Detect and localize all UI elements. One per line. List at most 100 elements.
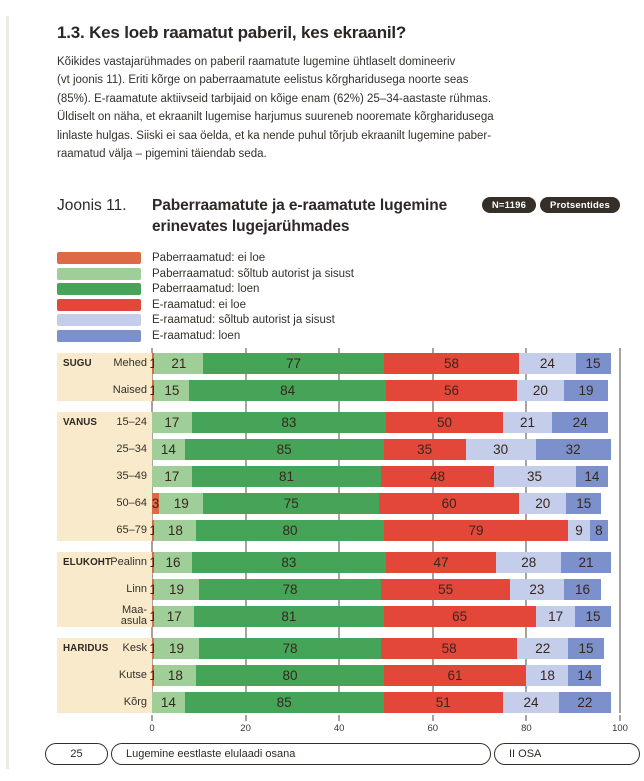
group-name: HARIDUS — [63, 642, 109, 654]
bar-segment: 51 — [383, 691, 503, 713]
row-label: Linn — [126, 582, 147, 595]
bar-segment: 55 — [381, 578, 510, 600]
bar-segment: 28 — [495, 551, 562, 573]
bar-segment: 83 — [191, 551, 386, 573]
row-label: Kõrg — [123, 695, 147, 708]
legend-item: E-raamatud: sõltub autorist ja sisust — [57, 314, 620, 327]
page-heading: 1.3. Kes loeb raamatut paberil, kes ekra… — [57, 23, 407, 42]
axis-tick-40 — [338, 714, 340, 721]
bar-segment: 30 — [465, 438, 536, 460]
bar-row: 14 85 51 24 22 — [152, 691, 620, 713]
bar-segment: 58 — [381, 637, 518, 659]
bar-segment: 3 — [152, 492, 159, 514]
bar-segment: 15 — [154, 379, 190, 401]
bar-segment: 23 — [509, 578, 564, 600]
bar-segment: 18 — [154, 664, 197, 686]
row-labels: 15–24 25–34 35–49 50–64 65–79 — [109, 412, 152, 541]
legend-item: Paberraamatud: sõltub autorist ja sisust — [57, 267, 620, 280]
bar-row: 1 19 78 58 22 15 — [149, 637, 620, 659]
bar-segment: 58 — [383, 352, 520, 374]
bar-segment: 1 — [149, 352, 157, 374]
bar-segment: 19 — [159, 492, 204, 514]
bar-segment: 24 — [519, 352, 576, 374]
bar-segment: 85 — [184, 438, 384, 460]
bar-segment: 80 — [196, 519, 384, 541]
legend-item: E-raamatud: loen — [57, 329, 620, 342]
stacked-bar-chart: SUGU Mehed Naised 1 21 77 58 24 15 1 15 84 56 20 19 VAN… — [57, 347, 628, 734]
bar-segment: 14 — [568, 664, 602, 686]
row-label: Mehed — [113, 356, 147, 369]
bar-segment: 75 — [203, 492, 379, 514]
page-footer: 25 Lugemine eestlaste elulaadi osana II … — [45, 742, 640, 765]
bar-row: 1 18 80 79 9 8 — [149, 519, 620, 541]
bar-segment: 47 — [385, 551, 496, 573]
chart-group-sugu: SUGU Mehed Naised 1 21 77 58 24 15 1 15 84 56 20 19 — [57, 352, 620, 401]
legend-label: Paberraamatud: sõltub autorist ja sisust — [152, 267, 354, 280]
group-name: ELUKOHT — [63, 556, 112, 568]
bar-segment: 17 — [152, 411, 192, 433]
row-label: 50–64 — [116, 496, 147, 509]
bar-row: 1 15 84 56 20 19 — [149, 379, 620, 401]
axis-tick-0 — [151, 714, 153, 721]
legend-label: E-raamatud: sõltub autorist ja sisust — [152, 314, 335, 327]
bar-row: 1 21 77 58 24 15 — [149, 352, 620, 374]
bar-row: 1 16 83 47 28 21 — [149, 551, 620, 573]
axis-tick-100 — [619, 714, 621, 721]
legend-item: Paberraamatud: ei loe — [57, 252, 620, 265]
axis-tick-60 — [432, 714, 434, 721]
group-name: SUGU — [63, 357, 92, 369]
group-label-panel: VANUS 15–24 25–34 35–49 50–64 65–79 — [57, 411, 152, 541]
row-label: Kutse — [118, 668, 147, 681]
bar-segment: 15 — [568, 637, 604, 659]
bar-segment: 1 — [149, 379, 157, 401]
bar-segment: 24 — [552, 411, 609, 433]
axis-tick-label: 80 — [521, 722, 532, 734]
chart-group-haridus: HARIDUS Kesk Kutse Kõrg 1 19 78 58 22 15 1 18 80 61 18… — [57, 637, 620, 713]
page-edge-strip — [6, 16, 9, 769]
legend-item: Paberraamatud: loen — [57, 283, 620, 296]
bar-tracks: 1 16 83 47 28 21 1 19 78 55 23 16 1 17 81 65 17 15 — [149, 551, 620, 627]
bar-segment: 15 — [575, 605, 611, 627]
row-labels: Pealinn Linn Maa-asula — [109, 552, 152, 627]
bar-segment: 84 — [189, 379, 386, 401]
group-label-panel: ELUKOHT Pealinn Linn Maa-asula — [57, 551, 152, 627]
bar-row: 1 18 80 61 18 14 — [149, 664, 620, 686]
group-name: VANUS — [63, 416, 98, 428]
legend-swatch — [57, 267, 141, 280]
bar-segment: 19 — [563, 379, 609, 401]
bar-segment: 50 — [385, 411, 503, 433]
bar-segment: 35 — [383, 438, 466, 460]
chapter-title-pill: Lugemine eestlaste elulaadi osana — [111, 742, 491, 765]
bar-segment: 81 — [194, 605, 384, 627]
legend-swatch — [57, 329, 141, 342]
bar-segment: 18 — [526, 664, 569, 686]
chart-groups: SUGU Mehed Naised 1 21 77 58 24 15 1 15 84 56 20 19 VAN… — [57, 352, 620, 713]
bar-segment: 1 — [149, 551, 157, 573]
bar-segment: 20 — [519, 492, 567, 514]
bar-segment: 15 — [575, 352, 611, 374]
bar-tracks: 1 21 77 58 24 15 1 15 84 56 20 19 — [149, 352, 620, 401]
bar-segment: 19 — [154, 637, 199, 659]
bar-segment: 1 — [149, 519, 157, 541]
bar-row: 14 85 35 30 32 — [152, 438, 620, 460]
figure-header: Joonis 11. Paberraamatute ja e-raamatute… — [57, 195, 620, 237]
axis-tick-label: 100 — [612, 722, 628, 734]
axis-tick-label: 0 — [149, 722, 155, 734]
bar-row: 1 19 78 55 23 16 — [149, 578, 620, 600]
section-pill: II OSA — [494, 742, 640, 765]
bar-row: 17 81 48 35 14 — [152, 465, 620, 487]
row-label: Naised — [112, 383, 147, 396]
row-label: 65–79 — [116, 523, 147, 536]
bar-segment: 15 — [566, 492, 602, 514]
row-label: 25–34 — [116, 442, 147, 455]
bar-segment: 18 — [154, 519, 197, 541]
page-content: 1.3. Kes loeb raamatut paberil, kes ekra… — [57, 23, 628, 734]
row-labels: Mehed Naised — [109, 353, 152, 401]
bar-segment: 19 — [154, 578, 199, 600]
bar-segment: 17 — [535, 605, 576, 627]
figure-number-label: Joonis 11. — [57, 197, 127, 215]
bar-segment: 24 — [502, 691, 560, 713]
row-label: Pealinn — [110, 555, 147, 568]
bar-row: 3 19 75 60 20 15 — [152, 492, 620, 514]
chart-legend: Paberraamatud: ei loe Paberraamatud: sõlt… — [57, 252, 620, 342]
